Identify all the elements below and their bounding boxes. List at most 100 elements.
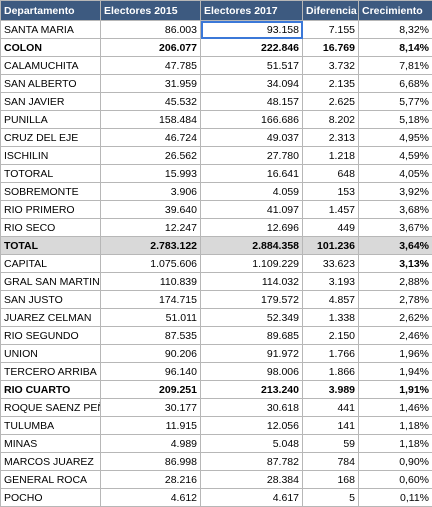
cell[interactable]: 47.785 <box>101 57 201 75</box>
cell[interactable]: ROQUE SAENZ PEÑ <box>1 399 101 417</box>
cell[interactable]: 2,78% <box>359 291 432 309</box>
cell[interactable]: 1,18% <box>359 417 432 435</box>
cell[interactable]: SAN ALBERTO <box>1 75 101 93</box>
cell[interactable]: 26.562 <box>101 147 201 165</box>
cell[interactable]: 0,60% <box>359 471 432 489</box>
cell[interactable]: 166.686 <box>201 111 303 129</box>
cell[interactable]: 28.216 <box>101 471 201 489</box>
cell[interactable]: 158.484 <box>101 111 201 129</box>
cell[interactable]: 2.135 <box>303 75 359 93</box>
cell[interactable]: 90.206 <box>101 345 201 363</box>
cell[interactable]: JUAREZ CELMAN <box>1 309 101 327</box>
cell[interactable]: 12.696 <box>201 219 303 237</box>
cell[interactable]: 2.884.358 <box>201 237 303 255</box>
cell[interactable]: 3.193 <box>303 273 359 291</box>
cell[interactable]: ISCHILIN <box>1 147 101 165</box>
cell[interactable]: 4,05% <box>359 165 432 183</box>
cell[interactable]: 449 <box>303 219 359 237</box>
cell[interactable]: 15.993 <box>101 165 201 183</box>
cell[interactable]: TOTORAL <box>1 165 101 183</box>
cell[interactable]: SAN JAVIER <box>1 93 101 111</box>
cell[interactable]: 89.685 <box>201 327 303 345</box>
cell[interactable]: 16.769 <box>303 39 359 57</box>
cell[interactable]: 1,46% <box>359 399 432 417</box>
cell[interactable]: 1.457 <box>303 201 359 219</box>
cell[interactable]: 2.150 <box>303 327 359 345</box>
cell[interactable]: 16.641 <box>201 165 303 183</box>
cell[interactable]: 141 <box>303 417 359 435</box>
cell[interactable]: 11.915 <box>101 417 201 435</box>
cell[interactable]: 49.037 <box>201 129 303 147</box>
cell[interactable]: 86.998 <box>101 453 201 471</box>
cell[interactable]: 1,18% <box>359 435 432 453</box>
cell[interactable]: 3.906 <box>101 183 201 201</box>
cell[interactable]: 206.077 <box>101 39 201 57</box>
cell[interactable]: 4.989 <box>101 435 201 453</box>
cell[interactable]: 34.094 <box>201 75 303 93</box>
cell[interactable]: 3,13% <box>359 255 432 273</box>
cell[interactable]: 1,91% <box>359 381 432 399</box>
cell[interactable]: 179.572 <box>201 291 303 309</box>
cell[interactable]: 5,18% <box>359 111 432 129</box>
cell[interactable]: 1.218 <box>303 147 359 165</box>
cell[interactable]: RIO CUARTO <box>1 381 101 399</box>
cell[interactable]: 2,46% <box>359 327 432 345</box>
cell[interactable]: 30.177 <box>101 399 201 417</box>
cell[interactable]: 174.715 <box>101 291 201 309</box>
cell[interactable]: TULUMBA <box>1 417 101 435</box>
cell[interactable]: POCHO <box>1 489 101 507</box>
cell[interactable]: 4,95% <box>359 129 432 147</box>
cell[interactable]: 648 <box>303 165 359 183</box>
cell[interactable]: 3,92% <box>359 183 432 201</box>
cell[interactable]: 5.048 <box>201 435 303 453</box>
cell[interactable]: 51.011 <box>101 309 201 327</box>
cell[interactable]: 213.240 <box>201 381 303 399</box>
cell[interactable]: 51.517 <box>201 57 303 75</box>
cell[interactable]: MINAS <box>1 435 101 453</box>
cell[interactable]: 2.625 <box>303 93 359 111</box>
cell[interactable]: 784 <box>303 453 359 471</box>
cell[interactable]: 1,94% <box>359 363 432 381</box>
cell[interactable]: 27.780 <box>201 147 303 165</box>
cell[interactable]: 168 <box>303 471 359 489</box>
cell[interactable]: 2,62% <box>359 309 432 327</box>
cell[interactable]: UNION <box>1 345 101 363</box>
cell[interactable]: 5,77% <box>359 93 432 111</box>
cell[interactable]: 4.617 <box>201 489 303 507</box>
cell[interactable]: COLON <box>1 39 101 57</box>
cell[interactable]: CRUZ DEL EJE <box>1 129 101 147</box>
cell[interactable]: 1.338 <box>303 309 359 327</box>
cell[interactable]: 3,68% <box>359 201 432 219</box>
cell[interactable]: 3.989 <box>303 381 359 399</box>
cell[interactable]: 31.959 <box>101 75 201 93</box>
cell[interactable]: PUNILLA <box>1 111 101 129</box>
cell[interactable]: 30.618 <box>201 399 303 417</box>
cell[interactable]: 7.155 <box>303 21 359 39</box>
cell[interactable]: 6,68% <box>359 75 432 93</box>
cell[interactable]: 93.158 <box>201 21 303 39</box>
cell[interactable]: 153 <box>303 183 359 201</box>
cell[interactable]: GRAL SAN MARTIN <box>1 273 101 291</box>
cell[interactable]: SANTA MARIA <box>1 21 101 39</box>
cell[interactable]: 4.857 <box>303 291 359 309</box>
cell[interactable]: GENERAL ROCA <box>1 471 101 489</box>
cell[interactable]: 52.349 <box>201 309 303 327</box>
cell[interactable]: RIO SECO <box>1 219 101 237</box>
cell[interactable]: 86.003 <box>101 21 201 39</box>
cell[interactable]: 1.075.606 <box>101 255 201 273</box>
column-header[interactable]: Diferencia <box>303 1 359 21</box>
column-header[interactable]: Electores 2015 <box>101 1 201 21</box>
cell[interactable]: 8,14% <box>359 39 432 57</box>
cell[interactable]: 59 <box>303 435 359 453</box>
cell[interactable]: 3,67% <box>359 219 432 237</box>
cell[interactable]: 33.623 <box>303 255 359 273</box>
column-header[interactable]: Electores 2017 <box>201 1 303 21</box>
cell[interactable]: SOBREMONTE <box>1 183 101 201</box>
cell[interactable]: 96.140 <box>101 363 201 381</box>
cell[interactable]: 4,59% <box>359 147 432 165</box>
cell[interactable]: 110.839 <box>101 273 201 291</box>
cell[interactable]: TOTAL <box>1 237 101 255</box>
cell[interactable]: 41.097 <box>201 201 303 219</box>
cell[interactable]: 3.732 <box>303 57 359 75</box>
cell[interactable]: 12.056 <box>201 417 303 435</box>
